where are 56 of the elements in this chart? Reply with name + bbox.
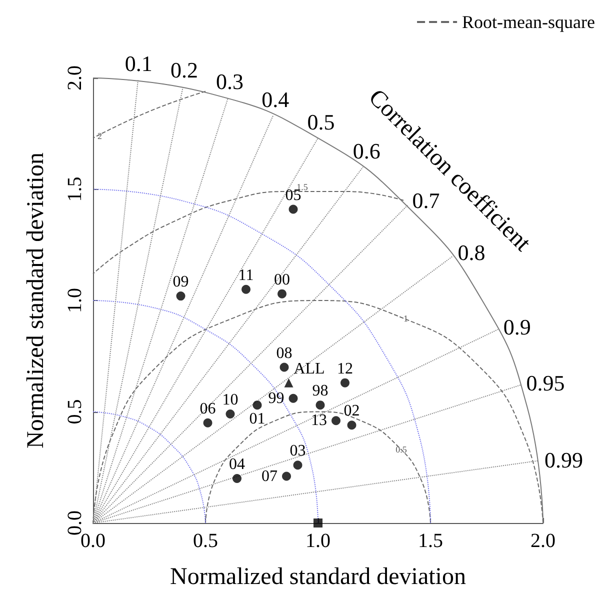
annotation: 04 (229, 456, 245, 473)
point (242, 284, 250, 294)
point (316, 400, 325, 410)
y-tick-label: 1.0 (64, 288, 86, 313)
annotation: 01 (249, 410, 266, 428)
annotation: 98 (312, 382, 328, 400)
x-tick-label: 1.0 (306, 530, 330, 552)
y-tick-label: 1.5 (64, 176, 86, 202)
point (314, 518, 322, 528)
annotation: 02 (344, 402, 360, 420)
annotation: 08 (276, 344, 292, 362)
annotation: 0.3 (216, 68, 244, 94)
point (340, 378, 350, 388)
annotation: 0.4 (262, 86, 290, 112)
point (284, 378, 294, 388)
y-axis-title: Normalized standard deviation (23, 152, 49, 448)
annotation: 03 (290, 442, 306, 460)
x-axis-title: Normalized standard deviation (170, 564, 466, 590)
x-tick-label: 0.0 (80, 530, 106, 552)
point (226, 409, 235, 418)
annotation: 0.95 (526, 370, 565, 396)
y-tick-label: 0.5 (64, 399, 86, 424)
annotation: 13 (311, 412, 327, 430)
y-tick-label: 2.0 (64, 66, 86, 90)
point (293, 460, 302, 470)
annotation: 12 (337, 360, 353, 378)
point (176, 292, 186, 301)
x-tick-label: 2.0 (530, 530, 556, 552)
point (332, 416, 340, 426)
annotation: 11 (238, 266, 254, 284)
annotation: 06 (200, 400, 216, 418)
point (252, 400, 262, 410)
annotation: 0.99 (544, 447, 583, 472)
x-tick-label: 1.5 (418, 530, 443, 552)
annotation: 0.9 (503, 314, 531, 340)
legend-label: Root-mean-square (462, 12, 596, 32)
point (282, 472, 291, 481)
x-tick-label: 0.5 (193, 530, 218, 552)
point (203, 418, 212, 428)
point (232, 474, 242, 483)
annotation: 0.5 (396, 444, 408, 455)
point (278, 289, 286, 298)
annotation: 00 (274, 271, 290, 288)
annotation: 99 (268, 390, 284, 407)
annotation: 0.2 (170, 58, 198, 83)
annotation: ALL (294, 360, 325, 378)
point (280, 362, 289, 372)
annotation: 0.7 (412, 188, 440, 214)
point (288, 204, 298, 214)
annotation: 0.5 (307, 109, 335, 134)
annotation: 07 (262, 468, 278, 485)
point (288, 394, 298, 403)
annotation: 09 (172, 274, 189, 291)
annotation: 10 (222, 391, 238, 408)
point (347, 420, 356, 430)
annotation: 0.1 (124, 50, 152, 76)
